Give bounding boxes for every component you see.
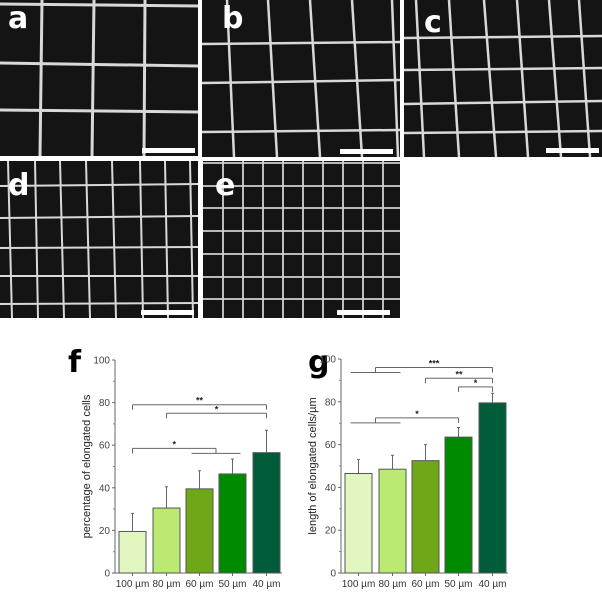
x-tick-label: 80 µm	[379, 579, 407, 590]
sem-panel-e: e	[203, 161, 400, 318]
y-tick-label: 60	[99, 441, 111, 452]
scale-bar	[340, 149, 393, 154]
y-axis-label: length of elongated cells/µm	[307, 397, 319, 534]
significance-label: **	[455, 369, 463, 379]
scaffold-grid-image	[202, 0, 400, 157]
bar	[478, 402, 507, 574]
scaffold-grid-image	[0, 161, 198, 318]
sem-panel-b: b	[202, 0, 400, 157]
panel-label: e	[215, 168, 236, 203]
x-tick-label: 40 µm	[479, 579, 507, 590]
y-tick-label: 100	[319, 355, 336, 366]
x-tick-label: 80 µm	[153, 579, 181, 590]
x-tick-label: 60 µm	[412, 579, 440, 590]
chart-f-letter: f	[68, 345, 82, 380]
scaffold-grid-image	[404, 0, 602, 157]
y-tick-label: 20	[325, 526, 337, 537]
bar	[252, 452, 281, 574]
scaffold-grid-image	[0, 0, 198, 156]
significance-label: *	[215, 404, 219, 414]
bar	[411, 460, 440, 574]
x-tick-label: 50 µm	[219, 579, 247, 590]
scaffold-grid-image	[203, 161, 400, 318]
sem-panel-c: c	[404, 0, 602, 157]
significance-label: *	[415, 409, 419, 419]
x-tick-label: 100 µm	[116, 579, 150, 590]
y-tick-label: 40	[325, 483, 337, 494]
panel-label: d	[8, 168, 30, 203]
y-tick-label: 60	[325, 440, 337, 451]
y-tick-label: 100	[93, 356, 110, 367]
chart-plot: 0 20 40 60 80 100 percentage of elongated cell…	[81, 356, 282, 590]
bar	[344, 472, 373, 574]
bar	[185, 488, 214, 574]
significance-label: **	[196, 396, 204, 406]
scale-bar	[337, 310, 390, 315]
y-tick-label: 0	[104, 569, 110, 580]
scale-bar	[546, 148, 599, 153]
y-tick-label: 0	[330, 569, 336, 580]
x-tick-label: 60 µm	[186, 579, 214, 590]
x-tick-label: 100 µm	[342, 579, 376, 590]
x-tick-label: 40 µm	[253, 579, 281, 590]
scale-bar	[141, 310, 194, 315]
panel-label: b	[222, 1, 244, 36]
sem-panel-d: d	[0, 161, 198, 318]
x-tick-label: 50 µm	[445, 579, 473, 590]
sem-panel-a: a	[0, 0, 198, 156]
significance-label: *	[172, 439, 176, 449]
significance-label: *	[474, 378, 478, 388]
y-axis-label: percentage of elongated cells	[81, 394, 93, 538]
chart-g-letter: g	[308, 345, 330, 380]
bar	[378, 468, 407, 574]
bar	[444, 436, 473, 574]
y-tick-label: 40	[99, 483, 111, 494]
y-tick-label: 80	[99, 398, 111, 409]
y-tick-label: 20	[99, 526, 111, 537]
panel-label: c	[424, 5, 442, 40]
significance-label: ***	[429, 359, 440, 369]
panel-label: a	[8, 1, 29, 36]
scale-bar	[142, 148, 195, 153]
chart-plot: 0 20 40 60 80 100 length of elongated cells/µm…	[307, 355, 508, 590]
y-tick-label: 80	[325, 397, 337, 408]
